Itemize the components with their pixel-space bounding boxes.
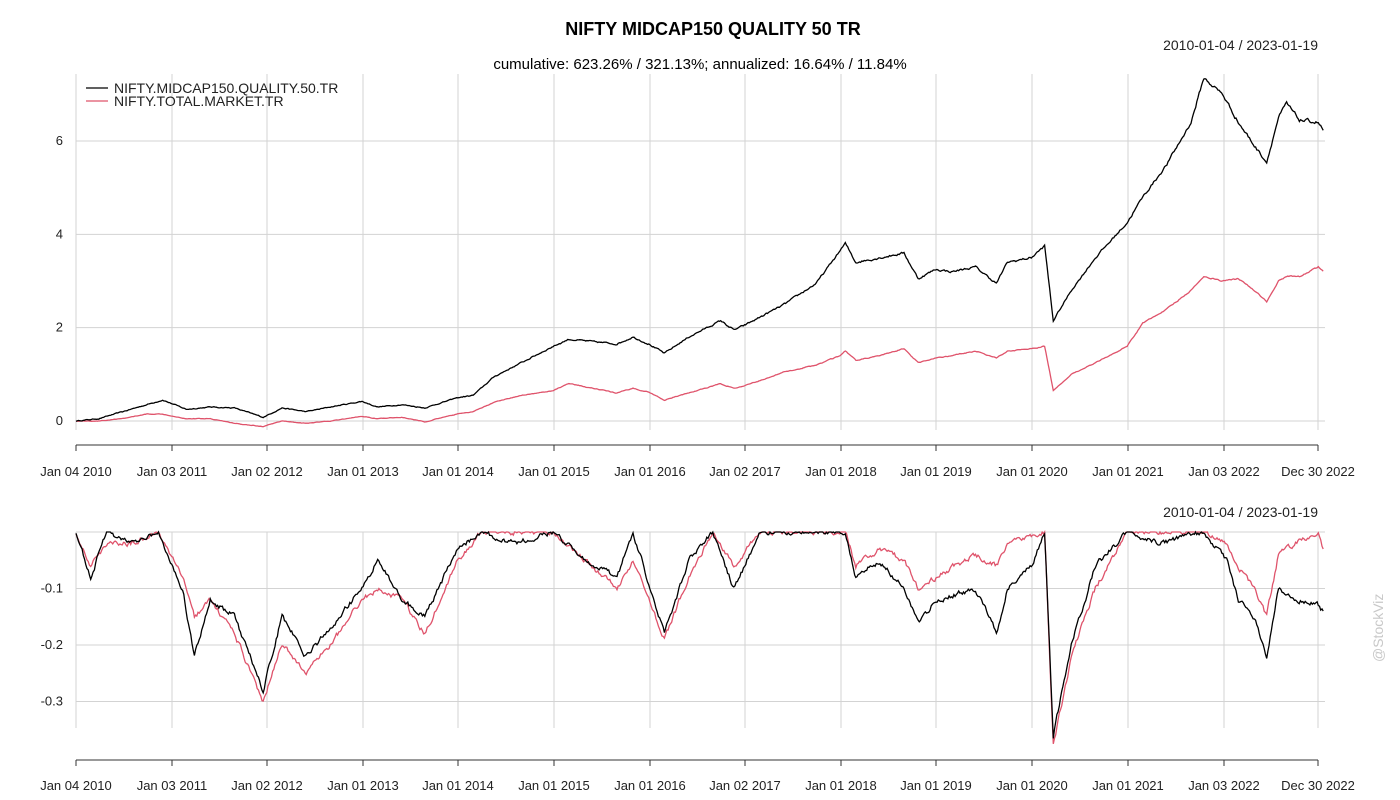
top-x-tick-label: Jan 04 2010 — [40, 464, 112, 479]
top-x-tick-label: Jan 01 2013 — [327, 464, 399, 479]
cumulative-return-panel: Jan 04 2010 Jan 03 2011 Jan 02 2012 Jan 01 … — [40, 74, 1355, 479]
watermark: @StockViz — [1370, 594, 1386, 662]
bottom-x-tick-label: Jan 01 2015 — [518, 778, 590, 793]
top-y-tick-label: 0 — [56, 413, 63, 428]
bottom-x-tick-label: Jan 03 2022 — [1188, 778, 1260, 793]
bottom-x-tick-label: Jan 01 2020 — [996, 778, 1068, 793]
bottom-x-tick-label: Jan 01 2021 — [1092, 778, 1164, 793]
top-gridlines — [75, 74, 1325, 430]
top-x-tick-label: Jan 03 2022 — [1188, 464, 1260, 479]
bottom-x-tick-label: Jan 04 2010 — [40, 778, 112, 793]
top-x-tick-label: Jan 01 2016 — [614, 464, 686, 479]
bottom-x-tick-label: Jan 02 2017 — [709, 778, 781, 793]
bottom-x-tick-label: Jan 01 2013 — [327, 778, 399, 793]
bottom-x-tick-label: Jan 02 2012 — [231, 778, 303, 793]
drawdown-panel: Jan 04 2010 Jan 03 2011 Jan 02 2012 Jan 01 … — [40, 529, 1355, 793]
drawdown-line-total-market — [75, 529, 1324, 745]
bottom-x-axis: Jan 04 2010 Jan 03 2011 Jan 02 2012 Jan 01 … — [40, 759, 1355, 793]
chart-title: NIFTY MIDCAP150 QUALITY 50 TR — [565, 19, 860, 39]
bottom-date-range: 2010-01-04 / 2023-01-19 — [1163, 504, 1318, 520]
top-series-lines — [75, 78, 1324, 428]
bottom-x-tick-label: Jan 01 2016 — [614, 778, 686, 793]
top-x-tick-label: Jan 01 2019 — [900, 464, 972, 479]
top-x-tick-label: Dec 30 2022 — [1281, 464, 1355, 479]
bottom-y-axis: -0.1 -0.2 -0.3 — [41, 581, 63, 709]
bottom-x-tick-label: Jan 01 2019 — [900, 778, 972, 793]
bottom-x-tick-label: Dec 30 2022 — [1281, 778, 1355, 793]
top-x-tick-label: Jan 02 2017 — [709, 464, 781, 479]
drawdown-line-quality50 — [75, 530, 1324, 739]
top-x-tick-label: Jan 01 2014 — [422, 464, 494, 479]
top-x-tick-label: Jan 01 2018 — [805, 464, 877, 479]
top-x-tick-label: Jan 02 2012 — [231, 464, 303, 479]
legend: NIFTY.MIDCAP150.QUALITY.50.TR NIFTY.TOTA… — [86, 80, 338, 109]
bottom-y-tick-label: -0.3 — [41, 694, 63, 709]
legend-label-total-market: NIFTY.TOTAL.MARKET.TR — [114, 93, 284, 109]
legend-label-quality50: NIFTY.MIDCAP150.QUALITY.50.TR — [114, 80, 338, 96]
chart-subtitle: cumulative: 623.26% / 321.13%; annualize… — [493, 56, 906, 73]
top-x-tick-label: Jan 03 2011 — [137, 464, 208, 479]
series-line-total-market — [75, 265, 1324, 428]
top-y-tick-label: 6 — [56, 133, 63, 148]
top-date-range: 2010-01-04 / 2023-01-19 — [1163, 37, 1318, 53]
bottom-y-tick-label: -0.1 — [41, 581, 63, 596]
bottom-y-tick-label: -0.2 — [41, 637, 63, 652]
top-y-axis: 0 2 4 6 — [56, 133, 63, 428]
bottom-x-tick-label: Jan 03 2011 — [137, 778, 208, 793]
top-y-tick-label: 4 — [56, 226, 63, 241]
top-x-tick-label: Jan 01 2020 — [996, 464, 1068, 479]
bottom-x-tick-label: Jan 01 2018 — [805, 778, 877, 793]
top-y-tick-label: 2 — [56, 320, 63, 335]
bottom-x-tick-label: Jan 01 2014 — [422, 778, 494, 793]
top-x-axis: Jan 04 2010 Jan 03 2011 Jan 02 2012 Jan 01 … — [40, 444, 1355, 479]
series-line-quality50 — [75, 78, 1324, 422]
top-x-tick-label: Jan 01 2021 — [1092, 464, 1164, 479]
top-x-tick-label: Jan 01 2015 — [518, 464, 590, 479]
bottom-series-lines — [75, 529, 1324, 745]
